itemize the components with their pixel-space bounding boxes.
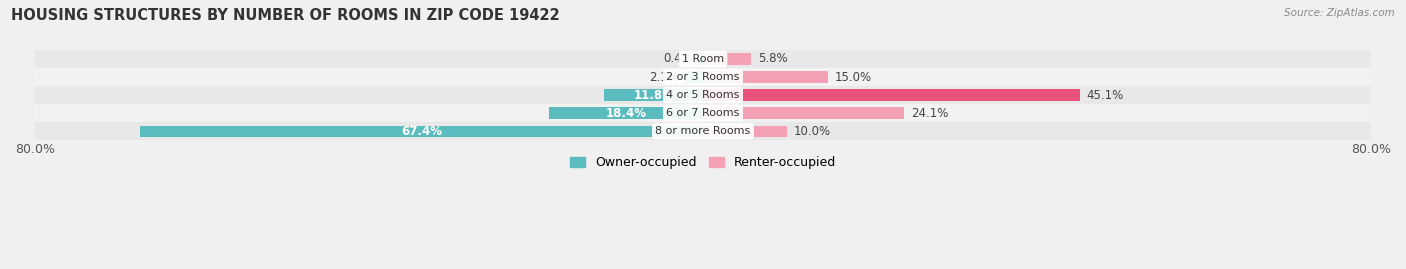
Bar: [35, 104, 1371, 122]
Bar: [700, 54, 703, 65]
Text: 15.0%: 15.0%: [835, 70, 872, 83]
Bar: [35, 86, 1371, 104]
Text: 6 or 7 Rooms: 6 or 7 Rooms: [666, 108, 740, 118]
Text: Source: ZipAtlas.com: Source: ZipAtlas.com: [1284, 8, 1395, 18]
Text: 2.1%: 2.1%: [650, 70, 679, 83]
Text: HOUSING STRUCTURES BY NUMBER OF ROOMS IN ZIP CODE 19422: HOUSING STRUCTURES BY NUMBER OF ROOMS IN…: [11, 8, 560, 23]
Bar: [35, 50, 1371, 68]
Text: 67.4%: 67.4%: [401, 125, 441, 138]
Bar: [703, 54, 751, 65]
Text: 10.0%: 10.0%: [793, 125, 831, 138]
Text: 5.8%: 5.8%: [758, 52, 787, 65]
Bar: [686, 72, 703, 83]
Text: 1 Room: 1 Room: [682, 54, 724, 64]
Bar: [35, 68, 1371, 86]
Text: 2 or 3 Rooms: 2 or 3 Rooms: [666, 72, 740, 82]
Text: 18.4%: 18.4%: [606, 107, 647, 120]
Text: 4 or 5 Rooms: 4 or 5 Rooms: [666, 90, 740, 100]
Text: 24.1%: 24.1%: [911, 107, 948, 120]
Bar: [141, 126, 703, 137]
Bar: [703, 72, 828, 83]
Bar: [703, 108, 904, 119]
Legend: Owner-occupied, Renter-occupied: Owner-occupied, Renter-occupied: [565, 151, 841, 175]
Bar: [550, 108, 703, 119]
Text: 0.4%: 0.4%: [664, 52, 693, 65]
Bar: [35, 122, 1371, 140]
Bar: [605, 90, 703, 101]
Bar: [703, 90, 1080, 101]
Text: 11.8%: 11.8%: [633, 89, 673, 102]
Text: 45.1%: 45.1%: [1087, 89, 1123, 102]
Bar: [703, 126, 786, 137]
Text: 8 or more Rooms: 8 or more Rooms: [655, 126, 751, 136]
